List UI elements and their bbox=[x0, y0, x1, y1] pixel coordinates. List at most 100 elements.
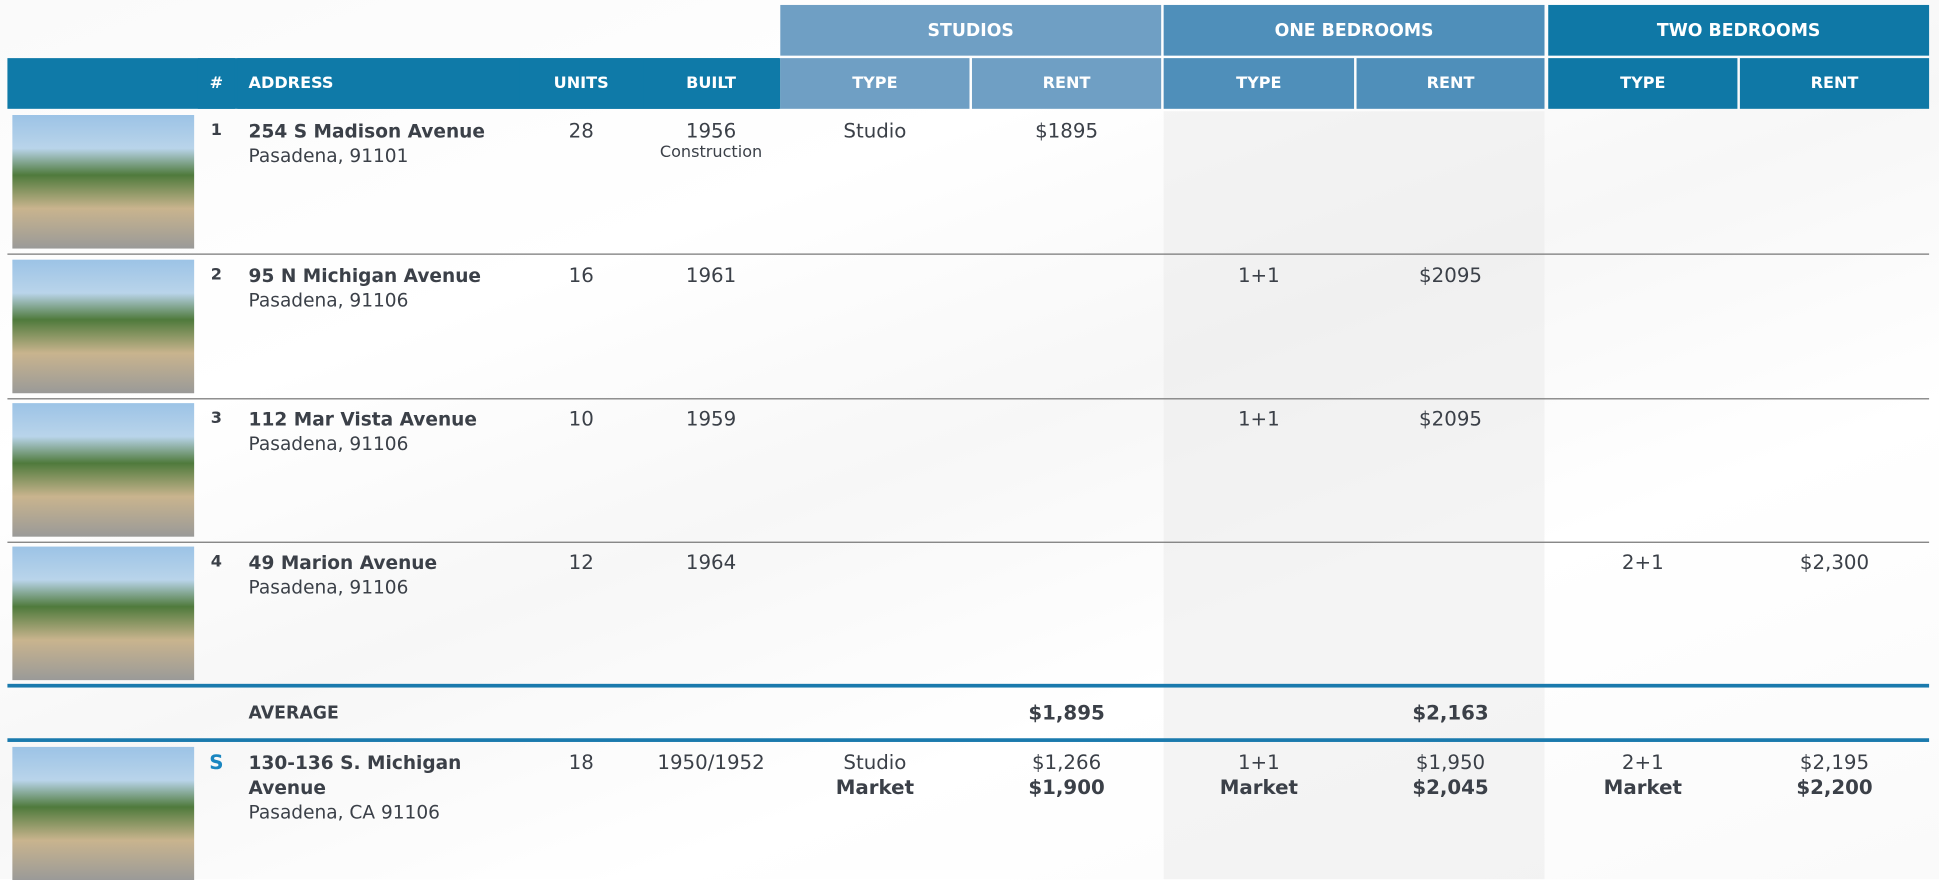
cell: 10 bbox=[519, 407, 643, 432]
cell: 4 bbox=[198, 550, 235, 575]
one-rent: $2095 bbox=[1419, 407, 1482, 432]
num: 2 bbox=[211, 263, 222, 288]
row-divider bbox=[7, 542, 1929, 543]
built: 1956 bbox=[686, 119, 736, 144]
cell: 12 bbox=[519, 550, 643, 575]
one-rent-market: $2,045 bbox=[1412, 775, 1488, 800]
cell: 3 bbox=[198, 407, 235, 432]
row-photo bbox=[12, 260, 194, 394]
cell: S bbox=[198, 751, 235, 776]
city: Pasadena, 91106 bbox=[249, 575, 409, 600]
studio-type: Studio bbox=[843, 751, 906, 776]
built: 1950/1952 bbox=[657, 751, 764, 776]
average-value: $1,895 bbox=[972, 688, 1161, 739]
two-rent-market: $2,200 bbox=[1796, 775, 1872, 800]
two-rent: $2,195 bbox=[1800, 751, 1869, 776]
column-header: RENT bbox=[1357, 58, 1545, 109]
street: 130-136 S. Michigan Avenue bbox=[249, 751, 472, 800]
cell: 1964 bbox=[643, 550, 779, 575]
row-photo bbox=[12, 403, 194, 537]
built: 1961 bbox=[686, 263, 736, 288]
studio-type-market: Market bbox=[836, 775, 914, 800]
one-rent: $1,950 bbox=[1416, 751, 1485, 776]
cell: $1,266$1,900 bbox=[972, 751, 1161, 800]
column-header: RENT bbox=[1740, 58, 1929, 109]
units: 18 bbox=[569, 751, 594, 776]
city: Pasadena, CA 91106 bbox=[249, 800, 440, 825]
cell: Studio bbox=[780, 119, 969, 144]
cell: $2095 bbox=[1357, 407, 1545, 432]
column-header: TYPE bbox=[1164, 58, 1354, 109]
cell: $2,300 bbox=[1740, 550, 1929, 575]
column-header: TYPE bbox=[780, 58, 969, 109]
row-divider bbox=[7, 254, 1929, 255]
num: S bbox=[209, 751, 223, 776]
group-header: TWO BEDROOMS bbox=[1548, 5, 1929, 56]
studio-rent: $1895 bbox=[1035, 119, 1098, 144]
built-note: Construction bbox=[660, 143, 762, 163]
row-photo bbox=[12, 115, 194, 249]
comparables-table: STUDIOSONE BEDROOMSTWO BEDROOMS#ADDRESSU… bbox=[0, 0, 1939, 879]
cell: 28 bbox=[519, 119, 643, 144]
cell: 1959 bbox=[643, 407, 779, 432]
street: 49 Marion Avenue bbox=[249, 550, 438, 575]
city: Pasadena, 91106 bbox=[249, 432, 409, 457]
street: 112 Mar Vista Avenue bbox=[249, 407, 477, 432]
street: 254 S Madison Avenue bbox=[249, 119, 485, 144]
one-type: 1+1 bbox=[1238, 751, 1280, 776]
street: 95 N Michigan Avenue bbox=[249, 263, 481, 288]
num: 1 bbox=[211, 119, 222, 144]
units: 12 bbox=[569, 550, 594, 575]
column-header: BUILT bbox=[643, 58, 779, 109]
cell: 18 bbox=[519, 751, 643, 776]
average-value: $2,163 bbox=[1357, 688, 1545, 739]
built: 1964 bbox=[686, 550, 736, 575]
one-type-market: Market bbox=[1220, 775, 1298, 800]
column-header: ADDRESS bbox=[237, 58, 519, 109]
one-type: 1+1 bbox=[1238, 263, 1280, 288]
units: 16 bbox=[569, 263, 594, 288]
average-label: AVERAGE bbox=[249, 688, 496, 739]
cell: $1,950$2,045 bbox=[1357, 751, 1545, 800]
cell: $1895 bbox=[972, 119, 1161, 144]
cell: 1961 bbox=[643, 263, 779, 288]
one-rent: $2095 bbox=[1419, 263, 1482, 288]
cell: $2095 bbox=[1357, 263, 1545, 288]
studio-rent-market: $1,900 bbox=[1028, 775, 1104, 800]
cell: 1+1 bbox=[1164, 407, 1354, 432]
two-type: 2+1 bbox=[1622, 751, 1664, 776]
column-header: UNITS bbox=[519, 58, 643, 109]
row-divider bbox=[7, 398, 1929, 399]
units: 10 bbox=[569, 407, 594, 432]
cell: 16 bbox=[519, 263, 643, 288]
column-header: # bbox=[198, 58, 235, 109]
cell: $2,195$2,200 bbox=[1740, 751, 1929, 800]
studio-rent: $1,266 bbox=[1032, 751, 1101, 776]
group-header: ONE BEDROOMS bbox=[1164, 5, 1545, 56]
units: 28 bbox=[569, 119, 594, 144]
city: Pasadena, 91101 bbox=[249, 143, 409, 168]
row-photo bbox=[12, 747, 194, 880]
cell: 2+1 bbox=[1548, 550, 1737, 575]
num: 3 bbox=[211, 407, 222, 432]
one-type: 1+1 bbox=[1238, 407, 1280, 432]
num: 4 bbox=[211, 550, 222, 575]
row-photo bbox=[12, 547, 194, 681]
cell: 1 bbox=[198, 119, 235, 144]
studio-type: Studio bbox=[843, 119, 906, 144]
two-type-market: Market bbox=[1604, 775, 1682, 800]
divider-blue bbox=[7, 738, 1929, 742]
column-header: RENT bbox=[972, 58, 1161, 109]
city: Pasadena, 91106 bbox=[249, 288, 409, 313]
two-rent: $2,300 bbox=[1800, 550, 1869, 575]
cell: 1950/1952 bbox=[643, 751, 779, 776]
two-type: 2+1 bbox=[1622, 550, 1664, 575]
